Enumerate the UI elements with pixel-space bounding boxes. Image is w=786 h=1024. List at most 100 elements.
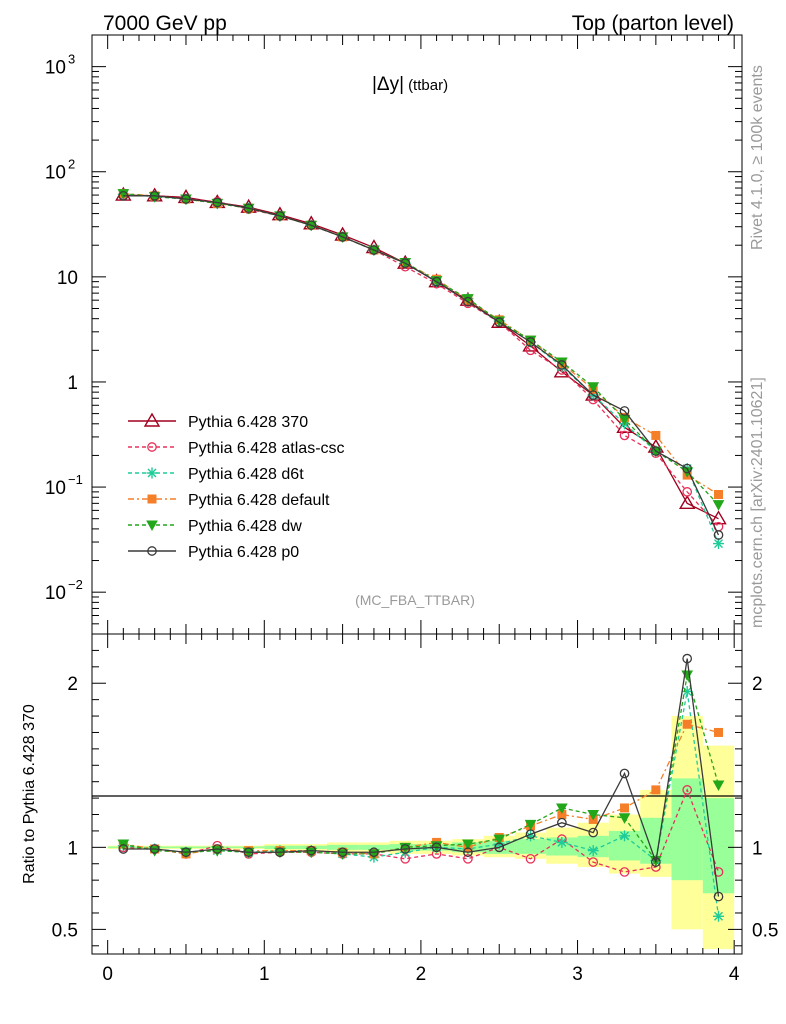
ratio-y-tick-label-right: 2 [752,674,763,695]
main-point-p0 [181,194,191,204]
ratio-point-p0 [619,768,630,779]
header-right-label: Top (parton level) [572,12,734,35]
main-y-tick-exponent: −1 [68,472,83,487]
ratio-y-tick-label-left: 0.5 [52,920,78,941]
main-point-p0 [212,197,223,208]
main-y-tick-label: 10 [45,163,66,184]
ratio-point-p0 [118,844,129,854]
ratio-point-p0 [212,844,223,854]
ratio-point-p0 [243,847,254,858]
main-series-group [115,186,727,550]
legend-label-dw: Pythia 6.428 dw [188,518,302,535]
ratio-point-p0 [651,857,661,867]
ratio-y-tick-label-left: 2 [67,674,78,695]
header-left-label: 7000 GeV pp [103,12,227,35]
main-point-p0 [275,211,285,221]
ratio-plot-panel: 0.5 0.5 1 1 2 2 0 1 2 3 4 Ratio to Pythia 6.428 3… [21,633,778,985]
ratio-point-default [651,785,661,795]
legend: Pythia 6.428 370 Pythia 6.428 atlas-csc Py… [128,412,345,561]
legend-marker-atlas [147,442,157,452]
main-point-dw [462,294,474,305]
ratio-point-p0 [337,847,348,858]
main-y-tick-exponent: −2 [68,577,83,592]
legend-marker-default [147,494,157,504]
ratio-point-d6t [713,910,725,922]
ratio-point-atlas [713,867,724,877]
ratio-point-p0 [275,847,285,858]
ratio-point-default [620,803,630,813]
main-x-axis [107,35,735,634]
ratio-y-axis-label: Ratio to Pythia 6.428 370 [21,704,38,884]
ratio-point-atlas [463,853,473,864]
ratio-series-p0 [118,653,724,902]
ratio-band-green [358,844,390,850]
main-point-default [714,489,724,499]
main-y-tick-exponent: 2 [68,157,75,172]
main-point-d6t [713,538,725,550]
ratio-x-tick-label: 4 [729,964,740,985]
main-point-atlas [682,487,693,497]
ratio-point-d6t [587,845,599,857]
ratio-series-group [117,653,725,922]
legend-marker-d6t [146,467,158,479]
main-y-tick-label: 10 [57,268,78,289]
legend-label-p0: Pythia 6.428 p0 [188,544,299,561]
ratio-x-tick-label: 3 [572,964,583,985]
ratio-plot-frame [91,633,743,955]
ratio-point-atlas [619,867,630,877]
ratio-x-tick-label: 1 [259,964,270,985]
ratio-point-dw [587,810,600,821]
ratio-point-p0 [431,842,442,853]
main-point-dw [148,192,161,203]
main-point-dw [712,500,725,511]
ratio-point-dw [712,780,725,792]
main-point-p0 [243,203,254,214]
ratio-point-atlas [682,785,693,795]
main-point-p0 [431,276,442,287]
ratio-band-green [326,844,359,850]
main-series-p0 [118,190,724,540]
ratio-point-p0 [525,829,536,840]
ratio-point-p0 [682,653,693,664]
main-point-p0 [588,390,599,400]
main-point-atlas [619,430,630,441]
main-point-p0 [557,360,567,370]
main-point-p0 [337,232,348,242]
main-y-tick-label: 10 [45,583,66,604]
mcplots-reference-label: mcplots.cern.ch [arXiv:2401.10621] [749,377,766,628]
main-point-p0 [306,220,317,231]
main-point-p370 [678,494,696,510]
ratio-line-d6t [123,691,720,917]
ratio-point-p0 [306,845,317,856]
main-title-variable: |Δy| [372,74,404,95]
legend-label-d6t: Pythia 6.428 d6t [188,466,304,483]
main-point-p0 [118,190,129,201]
ratio-point-dw [556,803,568,814]
ratio-point-d6t [619,830,631,842]
ratio-y-tick-label-right: 1 [752,838,763,859]
analysis-tag-label: (MC_FBA_TTBAR) [355,592,475,608]
main-point-p0 [682,463,693,474]
ratio-point-d6t [556,836,568,848]
ratio-band-green [514,839,547,854]
main-line-dw [123,192,719,506]
legend-marker-p370 [143,412,161,427]
ratio-point-p0 [557,817,567,828]
ratio-point-p0 [588,827,599,838]
main-point-p0 [400,258,411,269]
main-point-p0 [619,406,630,416]
ratio-point-atlas [588,857,599,867]
main-point-p0 [463,296,473,307]
ratio-y-tick-label-right: 0.5 [752,920,778,941]
main-line-p0 [123,195,720,536]
legend-label-default: Pythia 6.428 default [188,492,330,509]
main-point-p0 [149,190,160,201]
rivet-version-label: Rivet 4.1.0, ≥ 100k events [749,65,766,250]
ratio-uncertainty-bands [107,716,735,950]
ratio-point-dw [493,834,506,846]
main-point-default [651,430,661,440]
ratio-point-p0 [149,844,160,854]
main-point-p0 [713,530,724,540]
